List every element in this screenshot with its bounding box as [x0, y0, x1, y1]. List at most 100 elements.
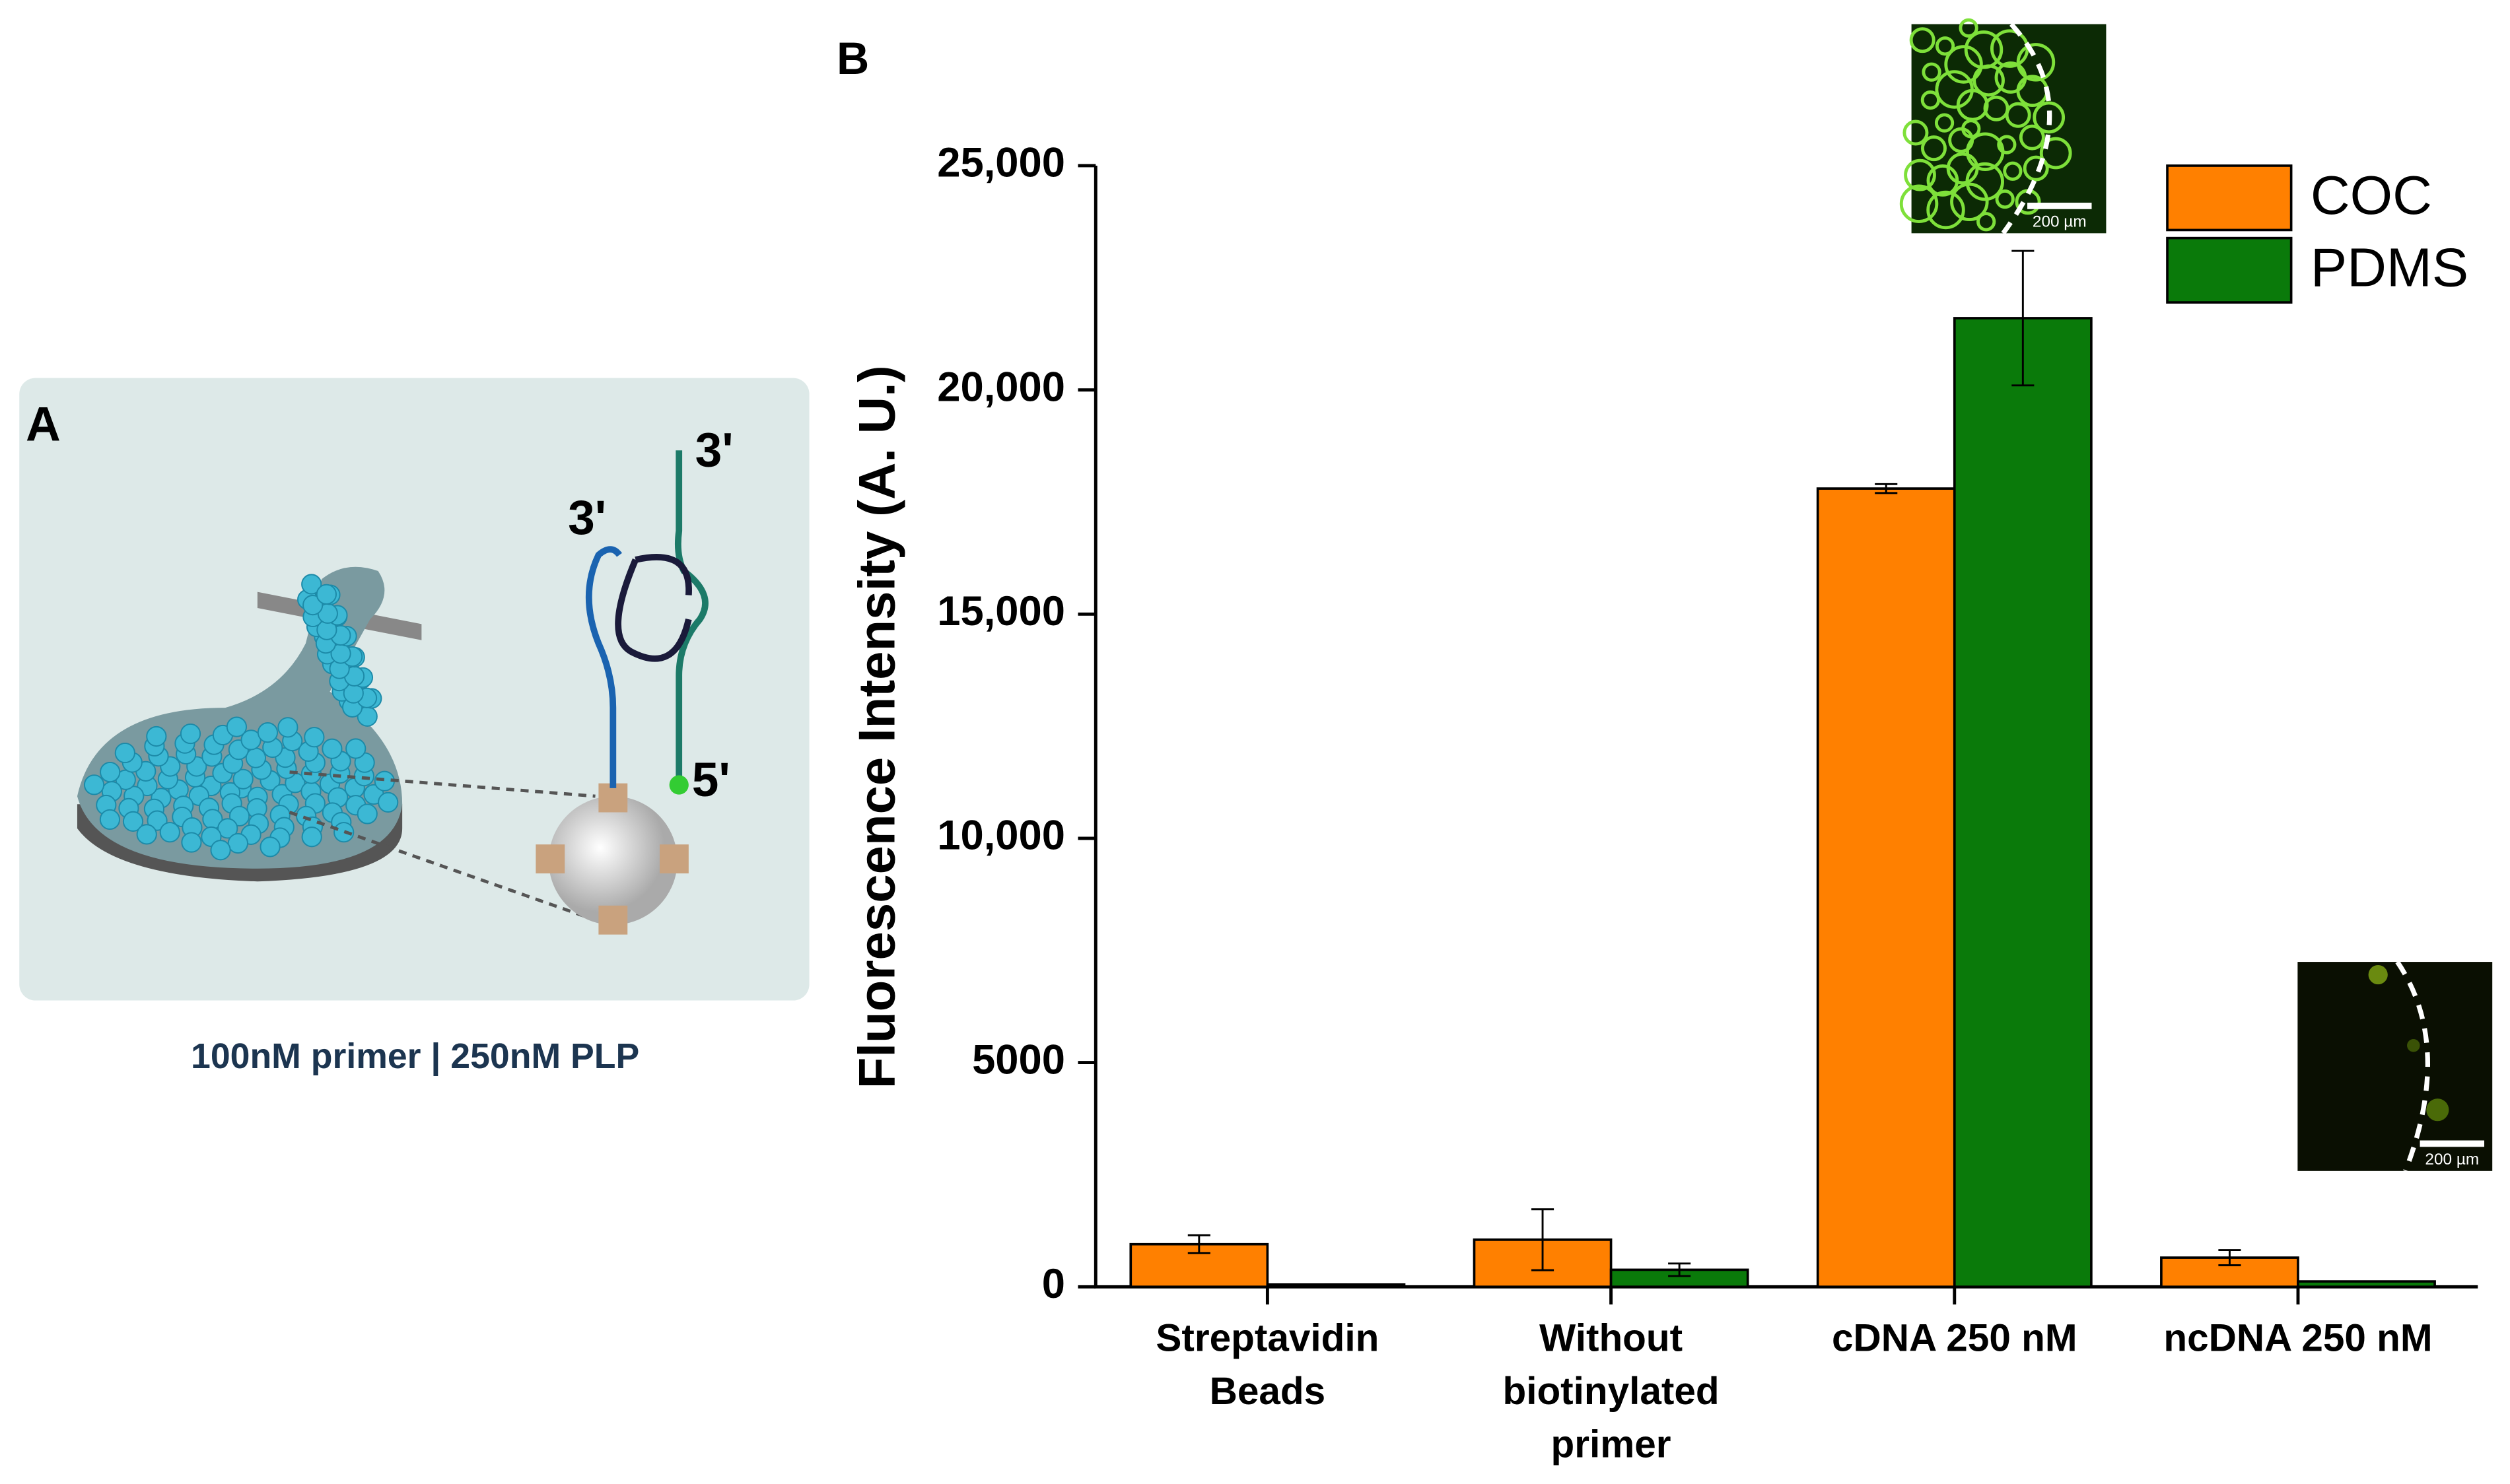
padlock — [615, 554, 692, 662]
droplet — [1904, 158, 1936, 191]
x-tick-label: Without biotinylated primer — [1502, 1317, 1720, 1467]
bead — [378, 792, 399, 813]
bead — [322, 738, 343, 759]
droplet — [2033, 101, 2066, 134]
x-tick-label-box: Without biotinylated primer — [1502, 1317, 1720, 1467]
droplet — [1995, 189, 2015, 209]
x-tick-label: cDNA 250 nM — [1831, 1317, 2077, 1361]
droplet — [1926, 190, 1965, 230]
error-bar — [2218, 1249, 2241, 1267]
y-tick-label: 25,000 — [937, 140, 1065, 186]
y-tick-label: 10,000 — [937, 813, 1065, 859]
error-bar — [1668, 1262, 1691, 1277]
droplet — [1920, 135, 1947, 162]
caption: 100nM primer | 250nM PLP — [191, 1036, 639, 1077]
droplet — [1950, 182, 1989, 222]
bead — [245, 747, 267, 768]
droplet — [1899, 184, 1939, 223]
bead — [147, 810, 168, 831]
bead — [304, 727, 325, 748]
y-tick-label: 15,000 — [937, 588, 1065, 634]
bead — [227, 832, 248, 854]
error-bar — [2011, 250, 2035, 387]
legend-label: PDMS — [2311, 237, 2468, 298]
bead — [345, 738, 366, 759]
bead — [357, 803, 378, 825]
bead — [226, 716, 248, 737]
droplet — [2005, 102, 2031, 128]
y-axis-title: Fluorescence Intensity (A. U.) — [848, 365, 906, 1089]
bead — [301, 826, 322, 848]
panel-label: A — [26, 398, 61, 452]
droplet — [2019, 124, 2045, 151]
bead — [146, 725, 167, 747]
bead — [122, 811, 144, 832]
bar — [1953, 317, 2093, 1289]
bead — [217, 818, 238, 839]
bead — [232, 768, 254, 790]
x-tick-label: ncDNA 250 nM — [2163, 1317, 2433, 1361]
strand-label: 5' — [692, 753, 730, 807]
strand-label: 3' — [695, 424, 734, 477]
scale-label: 200 µm — [2033, 213, 2087, 231]
bead — [277, 717, 298, 738]
droplet — [1965, 162, 2004, 201]
error-bar — [1187, 1234, 1210, 1254]
droplet — [2039, 137, 2072, 170]
legend-swatch — [2166, 236, 2293, 304]
bead — [114, 742, 135, 764]
droplet — [1902, 119, 1929, 146]
streptavidin — [536, 783, 689, 935]
droplet — [1944, 45, 1983, 84]
droplet — [1997, 135, 2017, 154]
bead — [260, 836, 281, 858]
x-tick-label-box: ncDNA 250 nM — [2163, 1317, 2433, 1361]
inset-image: 200 µm — [1899, 18, 2107, 235]
y-tick-label: 20,000 — [937, 364, 1065, 410]
bead — [159, 822, 180, 843]
inset-image: 200 µm — [2297, 961, 2493, 1172]
droplet — [1909, 27, 1935, 53]
x-tick-label-box: cDNA 250 nM — [1831, 1317, 2077, 1361]
panel-a-background — [19, 378, 810, 1001]
strand-label: 3' — [568, 491, 606, 545]
bead — [99, 809, 121, 830]
bead — [181, 832, 202, 853]
droplet — [1934, 113, 1955, 133]
droplet — [1922, 62, 1941, 82]
droplet — [2003, 161, 2023, 181]
x-tick-label: Streptavidin Beads — [1156, 1317, 1379, 1414]
primer — [585, 546, 623, 788]
droplet — [1959, 18, 1978, 38]
bead — [210, 840, 231, 861]
droplet — [1964, 30, 2004, 69]
bar — [1816, 487, 1956, 1289]
legend-label: COC — [2311, 164, 2432, 226]
x-tick-label-box: Streptavidin Beads — [1156, 1317, 1379, 1414]
zoom-line — [289, 811, 596, 922]
droplet — [1976, 212, 1996, 232]
droplet — [2016, 43, 2056, 82]
fluorophore — [669, 775, 689, 795]
droplet — [2023, 155, 2049, 182]
droplet — [1920, 90, 1940, 110]
y-tick-label: 0 — [1042, 1261, 1065, 1307]
droplet — [1926, 164, 1959, 197]
legend-swatch — [2166, 164, 2293, 232]
bead — [548, 796, 678, 926]
bead — [100, 761, 121, 783]
y-tick-label: 5000 — [972, 1036, 1065, 1083]
bar — [1129, 1242, 1269, 1289]
droplet — [1935, 70, 1974, 109]
bead — [136, 824, 157, 845]
bead-cluster — [83, 574, 399, 861]
bead — [180, 723, 201, 745]
bead — [302, 595, 324, 616]
bead — [83, 774, 105, 795]
bead — [316, 584, 337, 605]
zoom-line — [289, 770, 596, 798]
droplet — [1935, 36, 1955, 56]
plp — [674, 450, 709, 786]
